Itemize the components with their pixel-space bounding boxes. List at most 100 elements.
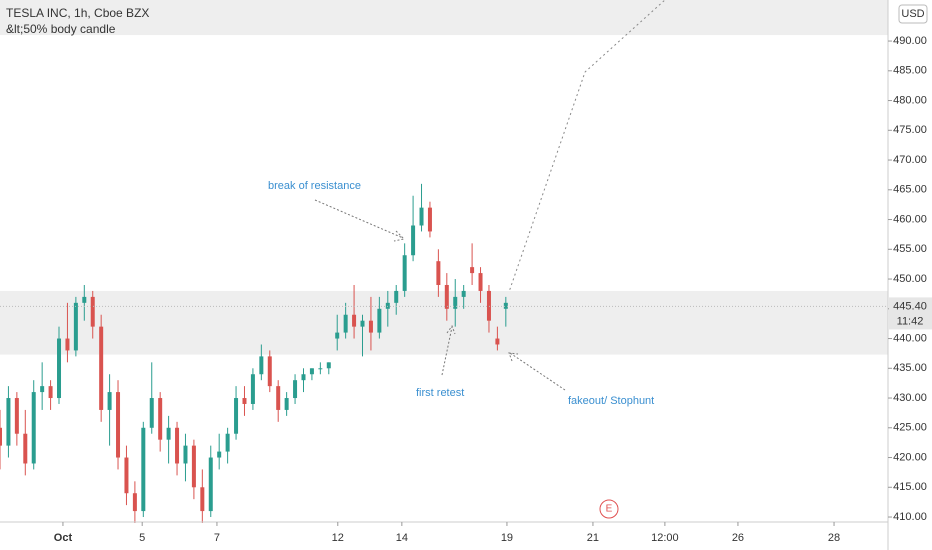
annotation: fakeout/ Stophunt [568, 395, 654, 407]
candle-body [234, 398, 239, 434]
projection-line [509, 0, 666, 290]
candle-body [82, 296, 87, 303]
candle-body [385, 302, 390, 309]
candle-body [40, 386, 45, 393]
earnings-label[interactable]: E [606, 504, 613, 515]
x-tick-label: 12:00 [651, 532, 679, 544]
candle-body [65, 338, 70, 351]
candle-body [166, 427, 171, 440]
candle-body [318, 368, 323, 370]
candle-body [301, 374, 306, 381]
candle-body [242, 398, 247, 404]
plot [0, 0, 666, 523]
candle-body [343, 314, 348, 333]
zone [0, 290, 888, 355]
x-tick-label: 19 [501, 532, 513, 544]
y-tick-label: 480.00 [893, 94, 927, 106]
candle-body [377, 308, 382, 333]
candle-body [352, 314, 357, 327]
y-tick-label: 470.00 [893, 154, 927, 166]
y-tick-label: 465.00 [893, 184, 927, 196]
candle-body [284, 398, 289, 410]
y-tick-label: 430.00 [893, 392, 927, 404]
x-tick-label: 21 [587, 532, 599, 544]
candle-body [48, 386, 53, 399]
last-price-box [889, 297, 932, 330]
candle-body [335, 332, 340, 339]
candle-body [132, 493, 137, 512]
candle-body [461, 290, 466, 297]
candle-body [394, 290, 399, 303]
candle-body [57, 338, 62, 399]
y-tick-label: 420.00 [893, 451, 927, 463]
candle-body [470, 267, 475, 274]
zone [0, 0, 888, 36]
candle-body [217, 451, 222, 458]
candle-body [453, 296, 458, 309]
y-tick-label: 440.00 [893, 332, 927, 344]
candle-body [23, 433, 28, 464]
candle-body [200, 487, 205, 512]
arrow [441, 324, 456, 376]
x-tick-label: 12 [332, 532, 344, 544]
candle-body [495, 338, 500, 345]
y-tick-label: 475.00 [893, 124, 927, 136]
candle-body [309, 368, 314, 375]
y-tick-label: 415.00 [893, 481, 927, 493]
last-price-label: 445.40 [893, 300, 927, 312]
candle-body [191, 445, 196, 488]
countdown-label: 11:42 [897, 315, 924, 327]
candle-body [436, 261, 441, 285]
candle-body [158, 398, 163, 440]
candle-body [267, 356, 272, 387]
candle-body [149, 398, 154, 428]
candle-body [107, 392, 112, 410]
earnings-icon[interactable] [599, 499, 619, 519]
candle-body [326, 362, 331, 369]
y-tick-label: 485.00 [893, 65, 927, 77]
y-tick-label: 410.00 [893, 511, 927, 523]
candle-body [14, 398, 19, 434]
candle-body [360, 320, 365, 327]
candle-body [116, 392, 121, 458]
candle-body [175, 427, 180, 464]
arrow [508, 352, 566, 391]
candle-body [31, 392, 36, 464]
indicator-name: &lt;50% body candle [6, 22, 116, 36]
candle-body [293, 380, 298, 399]
x-tick-label: 26 [732, 532, 744, 544]
candle-body [427, 207, 432, 232]
x-tick-label: 28 [828, 532, 840, 544]
candle-body [411, 225, 416, 256]
y-tick-label: 455.00 [893, 243, 927, 255]
candle-body [124, 457, 129, 494]
chart-title: TESLA INC, 1h, Cboe BZX [6, 6, 149, 20]
candle-body [0, 427, 2, 446]
candle-body [141, 427, 146, 512]
y-tick-label: 425.00 [893, 422, 927, 434]
y-tick-label: 450.00 [893, 273, 927, 285]
candle-body [99, 326, 104, 410]
candle-body [250, 374, 255, 404]
candle-body [183, 445, 188, 464]
candle-body [208, 457, 213, 512]
candle-body [486, 290, 491, 321]
candle-body [368, 320, 373, 333]
currency-label[interactable]: USD [901, 8, 924, 20]
candle-body [478, 273, 483, 291]
y-tick-label: 490.00 [893, 35, 927, 47]
currency-button[interactable] [898, 4, 928, 24]
candle-body [259, 356, 264, 375]
candle-body [402, 255, 407, 291]
x-tick-label: Oct [54, 532, 73, 544]
x-tick-label: 7 [214, 532, 220, 544]
candle-body [503, 302, 508, 309]
candle-body [225, 433, 230, 452]
candle-body [444, 284, 449, 309]
annotation-arrows [314, 199, 566, 391]
candle-body [6, 398, 11, 446]
candle-body [73, 302, 78, 351]
x-tick-label: 5 [139, 532, 145, 544]
